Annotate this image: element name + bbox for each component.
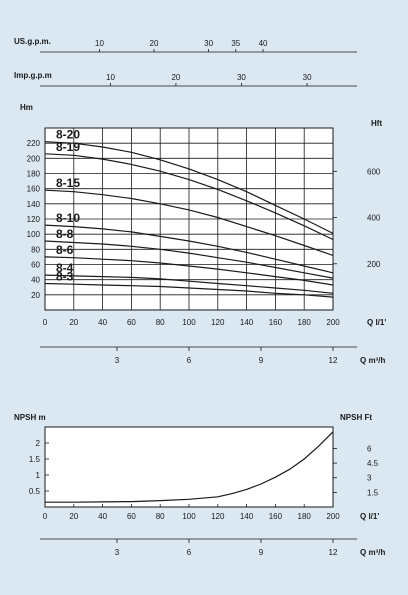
head-x-tick-label: 160 — [269, 318, 283, 327]
m3h-bottom-tick-label: 12 — [329, 548, 338, 557]
head-y-tick-label: 120 — [27, 215, 41, 224]
head-curve-8-8 — [44, 240, 334, 279]
imp-gpm-label: Imp.g.p.m — [14, 71, 52, 80]
head-curve-8-6 — [44, 256, 334, 286]
us-gpm-tick-label: 40 — [259, 39, 268, 48]
m3h-bottom-tick-label: 9 — [259, 548, 264, 557]
npsh-y-tick-label: 1 — [36, 471, 41, 480]
npsh-x-tick-label: 100 — [182, 512, 196, 521]
m3h-top-tick-label: 12 — [329, 356, 338, 365]
npsh-x-tick-label: 40 — [98, 512, 107, 521]
npsh-plot-frame — [44, 426, 334, 508]
imp-gpm-tick-label: 30 — [303, 73, 312, 82]
imp-gpm-tick-label: 20 — [171, 73, 180, 82]
head-x-tick-label: 60 — [127, 318, 136, 327]
curve-label-8-4: 8-4 — [56, 261, 74, 275]
m3h-bottom-tick-label: 3 — [115, 548, 120, 557]
npsh-y-right-tick-label: 1.5 — [367, 488, 379, 497]
m3h-top-tick-label: 3 — [115, 356, 120, 365]
npsh-x-tick-label: 140 — [240, 512, 254, 521]
us-gpm-tick-label: 30 — [204, 39, 213, 48]
m3h-top-label: Q m³/h — [360, 356, 385, 365]
npsh-x-tick-label: 0 — [43, 512, 48, 521]
head-x-tick-label: 180 — [298, 318, 312, 327]
head-y-tick-label: 60 — [31, 261, 40, 270]
head-y-right-tick-label: 200 — [367, 260, 381, 269]
npsh-x-tick-label: 60 — [127, 512, 136, 521]
head-curve-8-10 — [44, 224, 334, 274]
head-curve-8-4 — [44, 274, 334, 294]
npsh-y-tick-label: 0.5 — [29, 487, 41, 496]
head-y-axis-label: Hm — [20, 103, 33, 112]
head-x-tick-label: 20 — [69, 318, 78, 327]
head-x-tick-label: 200 — [326, 318, 340, 327]
us-gpm-label: US.g.p.m. — [14, 37, 51, 46]
head-y-tick-label: 220 — [27, 139, 41, 148]
head-x-tick-label: 120 — [211, 318, 225, 327]
npsh-y-tick-label: 2 — [36, 439, 41, 448]
head-curve-8-19 — [44, 153, 334, 241]
curve-label-8-10: 8-10 — [56, 211, 80, 225]
curve-label-8-20: 8-20 — [56, 128, 80, 142]
imp-gpm-tick-label: 30 — [237, 73, 246, 82]
head-curve-8-15 — [44, 189, 334, 256]
npsh-x-tick-label: 180 — [298, 512, 312, 521]
us-gpm-tick-label: 20 — [150, 39, 159, 48]
npsh-y-tick-label: 1.5 — [29, 455, 41, 464]
npsh-x-tick-label: 200 — [326, 512, 340, 521]
m3h-bottom-tick-label: 6 — [187, 548, 192, 557]
curve-label-8-15: 8-15 — [56, 176, 80, 190]
m3h-bottom-label: Q m³/h — [360, 548, 385, 557]
head-y-tick-label: 180 — [27, 170, 41, 179]
head-curve-8-20 — [44, 141, 334, 234]
head-curve-8-3 — [44, 282, 334, 298]
npsh-y-axis-label: NPSH m — [14, 413, 46, 422]
curve-label-8-8: 8-8 — [56, 227, 74, 241]
curve-label-8-6: 8-6 — [56, 243, 74, 257]
head-x-tick-label: 80 — [156, 318, 165, 327]
curve-label-8-3: 8-3 — [56, 269, 74, 283]
head-x-axis-label: Q l/1' — [367, 318, 386, 327]
head-y-right-axis-label: Hft — [371, 119, 382, 128]
npsh-y-right-tick-label: 6 — [367, 444, 372, 453]
m3h-top-tick-label: 9 — [259, 356, 264, 365]
npsh-x-tick-label: 120 — [211, 512, 225, 521]
head-x-tick-label: 100 — [182, 318, 196, 327]
npsh-y-right-tick-label: 4.5 — [367, 459, 379, 468]
npsh-x-axis-label: Q l/1' — [360, 512, 379, 521]
head-x-tick-label: 0 — [43, 318, 48, 327]
head-y-right-tick-label: 600 — [367, 167, 381, 176]
us-gpm-tick-label: 10 — [95, 39, 104, 48]
us-gpm-tick-label: 35 — [231, 39, 240, 48]
head-x-tick-label: 40 — [98, 318, 107, 327]
head-y-tick-label: 20 — [31, 291, 40, 300]
head-y-right-tick-label: 400 — [367, 214, 381, 223]
npsh-y-right-tick-label: 3 — [367, 474, 372, 483]
head-x-tick-label: 140 — [240, 318, 254, 327]
head-y-tick-label: 40 — [31, 276, 40, 285]
head-y-tick-label: 140 — [27, 200, 41, 209]
head-y-tick-label: 80 — [31, 245, 40, 254]
curve-label-8-19: 8-19 — [56, 140, 80, 154]
npsh-x-tick-label: 20 — [69, 512, 78, 521]
head-y-tick-label: 160 — [27, 185, 41, 194]
npsh-x-tick-label: 160 — [269, 512, 283, 521]
imp-gpm-tick-label: 10 — [106, 73, 115, 82]
m3h-top-tick-label: 6 — [187, 356, 192, 365]
head-y-tick-label: 200 — [27, 154, 41, 163]
head-y-tick-label: 100 — [27, 230, 41, 239]
npsh-y-right-axis-label: NPSH Ft — [340, 413, 372, 422]
npsh-curve — [45, 431, 334, 503]
npsh-x-tick-label: 80 — [156, 512, 165, 521]
